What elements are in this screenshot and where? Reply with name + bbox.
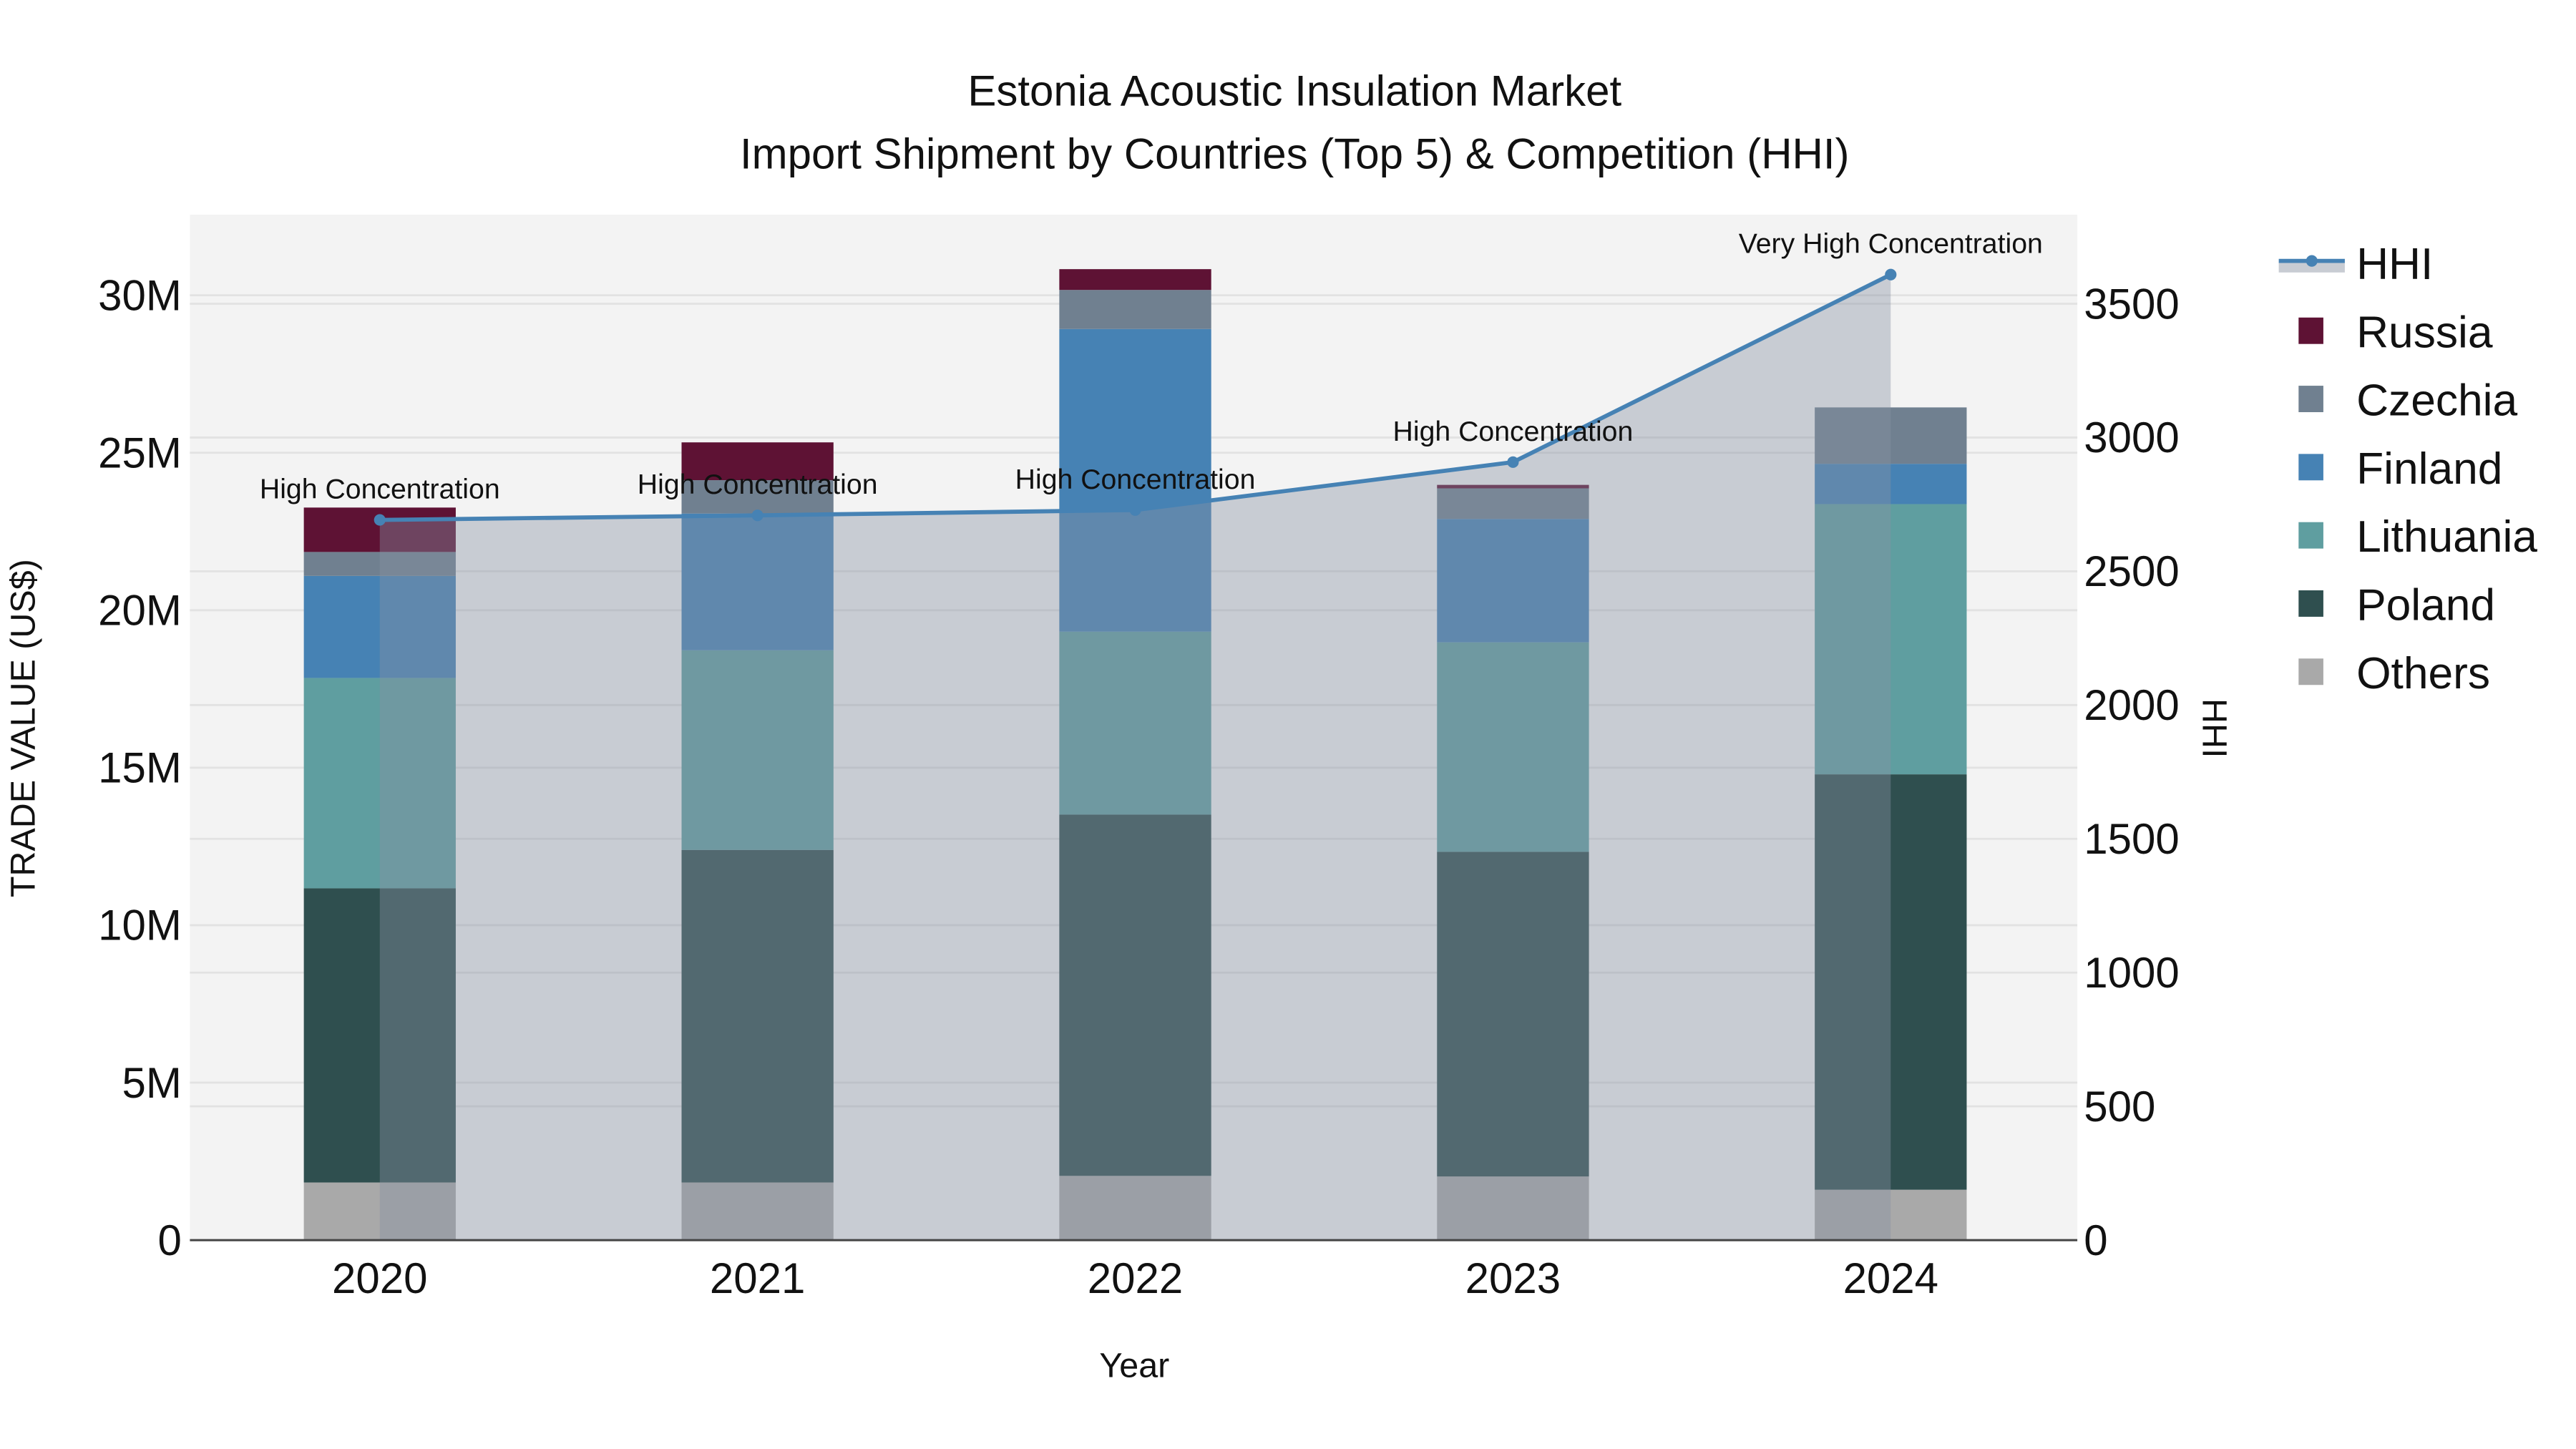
y2-tick-label: 1500 <box>2084 815 2179 863</box>
hhi-annotation: Very High Concentration <box>1739 228 2043 260</box>
legend-label-hhi: HHI <box>2356 240 2433 289</box>
y2-tick-label: 2000 <box>2084 681 2179 729</box>
x-tick-label: 2023 <box>1465 1254 1561 1302</box>
bar-russia <box>1437 484 1589 489</box>
x-axis-title: Year <box>1099 1347 1169 1385</box>
legend-label-finland: Finland <box>2356 444 2502 494</box>
bar-poland <box>1437 852 1589 1177</box>
y-tick-label: 5M <box>122 1059 181 1107</box>
axis-ticks: 0 5M 10M 15M 20M 25M 30M 0 500 1000 1500 2000 2500 30… <box>98 271 2180 1302</box>
bar-lithuania <box>1437 642 1589 852</box>
legend-label-czechia: Czechia <box>2356 376 2517 426</box>
bar-poland <box>681 849 834 1183</box>
bar-others <box>1815 1189 1967 1241</box>
y-tick-label: 15M <box>98 744 182 792</box>
bar-lithuania <box>303 678 456 889</box>
hhi-annotation: High Concentration <box>260 474 500 505</box>
y2-tick-label: 0 <box>2084 1216 2107 1264</box>
hhi-point <box>1885 268 1897 280</box>
y2-tick-label: 3000 <box>2084 414 2179 462</box>
bar-others <box>1437 1176 1589 1241</box>
legend-label-others: Others <box>2356 649 2490 698</box>
y-tick-label: 20M <box>98 587 182 635</box>
bar-poland <box>1815 774 1967 1190</box>
legend-label-poland: Poland <box>2356 581 2495 630</box>
y2-tick-label: 2500 <box>2084 547 2179 595</box>
bar-russia <box>681 442 834 481</box>
hhi-point <box>1129 504 1141 516</box>
legend-swatch-poland <box>2298 590 2323 617</box>
hhi-annotation: High Concentration <box>1393 416 1634 447</box>
legend-label-lithuania: Lithuania <box>2356 512 2537 562</box>
chart-subtitle: Import Shipment by Countries (Top 5) & C… <box>740 130 1850 177</box>
y-tick-label: 0 <box>157 1216 181 1264</box>
legend-swatch-czechia <box>2298 386 2323 412</box>
y2-axis-title: HHI <box>2195 698 2233 758</box>
bar-finland <box>1815 464 1967 504</box>
bar-others <box>1059 1176 1211 1241</box>
bar-czechia <box>1437 488 1589 519</box>
hhi-line <box>374 268 1897 526</box>
bar-czechia <box>303 552 456 576</box>
y-tick-label: 30M <box>98 271 182 319</box>
hhi-point <box>1507 456 1519 468</box>
hhi-annotation: High Concentration <box>638 469 878 500</box>
legend-swatch-russia <box>2298 317 2323 344</box>
y-tick-label: 10M <box>98 902 182 950</box>
y-tick-label: 25M <box>98 429 182 477</box>
legend-swatch-lithuania <box>2298 522 2323 549</box>
y2-tick-label: 1000 <box>2084 949 2179 997</box>
legend-hhi-marker <box>2306 255 2318 267</box>
bar-poland <box>1059 814 1211 1176</box>
legend-swatch-others <box>2298 658 2323 686</box>
x-tick-label: 2024 <box>1843 1254 1938 1302</box>
chart-title: Estonia Acoustic Insulation Market <box>967 67 1621 115</box>
bar-others <box>303 1182 456 1241</box>
bar-finland <box>303 575 456 678</box>
bar-poland <box>303 888 456 1183</box>
y2-tick-label: 3500 <box>2084 280 2179 328</box>
legend-swatch-finland <box>2298 454 2323 481</box>
x-tick-label: 2021 <box>710 1254 805 1302</box>
bar-lithuania <box>681 650 834 850</box>
y2-tick-label: 500 <box>2084 1083 2155 1131</box>
bars <box>303 269 1967 1241</box>
bar-lithuania <box>1815 504 1967 775</box>
legend: HHI Russia Czechia Finland Lithuania Poland Ot… <box>2278 240 2537 698</box>
bar-finland <box>681 513 834 650</box>
bar-czechia <box>1815 407 1967 464</box>
hhi-point <box>374 514 386 526</box>
bar-czechia <box>681 480 834 514</box>
bar-lithuania <box>1059 631 1211 815</box>
hhi-annotation: High Concentration <box>1015 464 1256 495</box>
x-tick-label: 2020 <box>332 1254 427 1302</box>
x-tick-label: 2022 <box>1088 1254 1183 1302</box>
legend-hhi-area-swatch <box>2278 262 2345 273</box>
annotations: High Concentration High Concentration High… <box>260 228 2043 505</box>
legend-label-russia: Russia <box>2356 308 2493 357</box>
bar-finland <box>1437 519 1589 643</box>
bar-russia <box>1059 269 1211 291</box>
bar-czechia <box>1059 290 1211 329</box>
y-axis-title: TRADE VALUE (US$) <box>4 559 42 897</box>
bar-finland <box>1059 328 1211 632</box>
bar-others <box>681 1182 834 1241</box>
hhi-point <box>751 509 763 522</box>
